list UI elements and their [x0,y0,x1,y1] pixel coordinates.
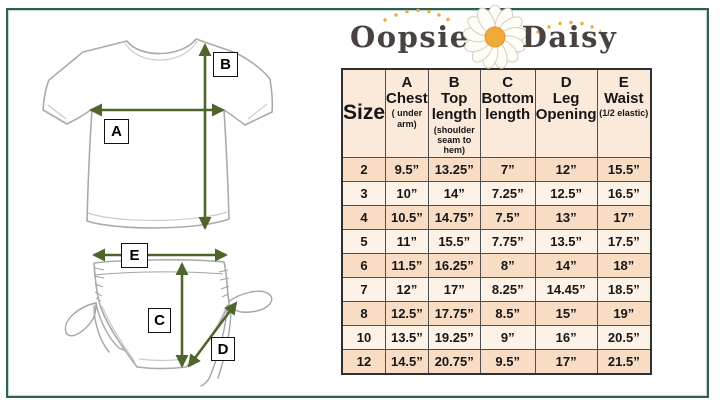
size-cell: 10 [341,325,387,350]
measurement-cell: 13.5” [385,325,429,350]
table-row: 2 9.5” 13.25” 7” 12” 15.5” [341,157,652,182]
size-cell: 4 [341,205,387,230]
tshirt-drawing [42,38,274,229]
measurement-cell: 15.5” [427,229,481,254]
col-header-size: Size [341,68,387,158]
col-header-E: E Waist (1/2 elastic) [596,68,652,158]
measurement-cell: 7.25” [479,181,536,206]
size-cell: 6 [341,253,387,278]
logo-word-oopsie: Oopsie [350,20,470,54]
table-header: Size A Chest( under arm) B Top length (should… [341,68,652,158]
measurement-cell: 14.5” [385,349,429,375]
measurement-cell: 12” [385,277,429,302]
measurement-cell: 16.5” [596,181,652,206]
measurement-cell: 16.25” [427,253,481,278]
measurement-cell: 14” [427,181,481,206]
measurement-cell: 21.5” [596,349,652,375]
dots-arc-icon [536,20,601,34]
measurement-cell: 8” [479,253,536,278]
size-cell: 2 [341,157,387,182]
daisy-icon [462,4,527,69]
measurement-cell: 12.5” [385,301,429,326]
measurement-cell: 9” [479,325,536,350]
measurement-cell: 17” [534,349,598,375]
table-row: 10 13.5” 19.25” 9” 16” 20.5” [341,325,652,350]
measurement-cell: 17.5” [596,229,652,254]
measurement-cell: 16” [534,325,598,350]
table-row: 3 10” 14” 7.25” 12.5” 16.5” [341,181,652,206]
measurement-cell: 19.25” [427,325,481,350]
measurement-cell: 15” [534,301,598,326]
measurement-cell: 11” [385,229,429,254]
arrow-d-leg-opening [187,301,238,368]
measurement-cell: 8.5” [479,301,536,326]
measurement-cell: 7” [479,157,536,182]
size-chart-table: Size A Chest( under arm) B Top length (should… [341,68,653,375]
measurement-cell: 18” [596,253,652,278]
measurement-cell: 13.5” [534,229,598,254]
col-header-A: A Chest( under arm) [385,68,429,158]
measurement-cell: 10.5” [385,205,429,230]
measurement-cell: 11.5” [385,253,429,278]
label-d: D [211,337,235,361]
measurement-cell: 14” [534,253,598,278]
table-row: 4 10.5” 14.75” 7.5” 13” 17” [341,205,652,230]
col-header-C: C Bottom length [479,68,536,158]
measurement-cell: 9.5” [479,349,536,375]
table-row: 5 11” 15.5” 7.75” 13.5” 17.5” [341,229,652,254]
left-tie-loop [64,302,97,337]
table-row: 6 11.5” 16.25” 8” 14” 18” [341,253,652,278]
measurement-cell: 14.45” [534,277,598,302]
measurement-cell: 12.5” [534,181,598,206]
logo-word-daisy: Daisy [521,20,618,54]
measurement-cell: 17” [596,205,652,230]
daisy-petals [462,4,527,69]
col-header-D: D Leg Opening [534,68,598,158]
right-tie-loop [227,290,273,313]
table-body: 2 9.5” 13.25” 7” 12” 15.5” 3 10” 14” 7.25” 12.5” 16… [341,157,652,375]
table-row: 8 12.5” 17.75” 8.5” 15” 19” [341,301,652,326]
measurement-cell: 12” [534,157,598,182]
brand-logo: Oopsie Daisy [350,4,617,70]
table-row: 7 12” 17” 8.25” 14.45” 18.5” [341,277,652,302]
measurement-cell: 17.75” [427,301,481,326]
measurement-cell: 20.75” [427,349,481,375]
table-row: 12 14.5” 20.75” 9.5” 17” 21.5” [341,349,652,375]
label-e: E [121,243,148,268]
size-cell: 3 [341,181,387,206]
label-a: A [104,119,129,144]
col-header-B: B Top length (shoulder seam to hem) [427,68,481,158]
measurement-cell: 10” [385,181,429,206]
measurement-cell: 8.25” [479,277,536,302]
measurement-cell: 7.75” [479,229,536,254]
size-cell: 8 [341,301,387,326]
measurement-cell: 20.5” [596,325,652,350]
garment-diagram [42,38,274,387]
measurement-cell: 15.5” [596,157,652,182]
measurement-cell: 13” [534,205,598,230]
measurement-cell: 14.75” [427,205,481,230]
measurement-cell: 9.5” [385,157,429,182]
measurement-cell: 13.25” [427,157,481,182]
size-cell: 12 [341,349,387,375]
label-c: C [148,308,171,333]
size-cell: 5 [341,229,387,254]
measurement-cell: 7.5” [479,205,536,230]
measurement-cell: 18.5” [596,277,652,302]
size-cell: 7 [341,277,387,302]
measurement-cell: 17” [427,277,481,302]
measurement-cell: 19” [596,301,652,326]
label-b: B [213,52,238,77]
dots-arc-icon [383,8,450,22]
